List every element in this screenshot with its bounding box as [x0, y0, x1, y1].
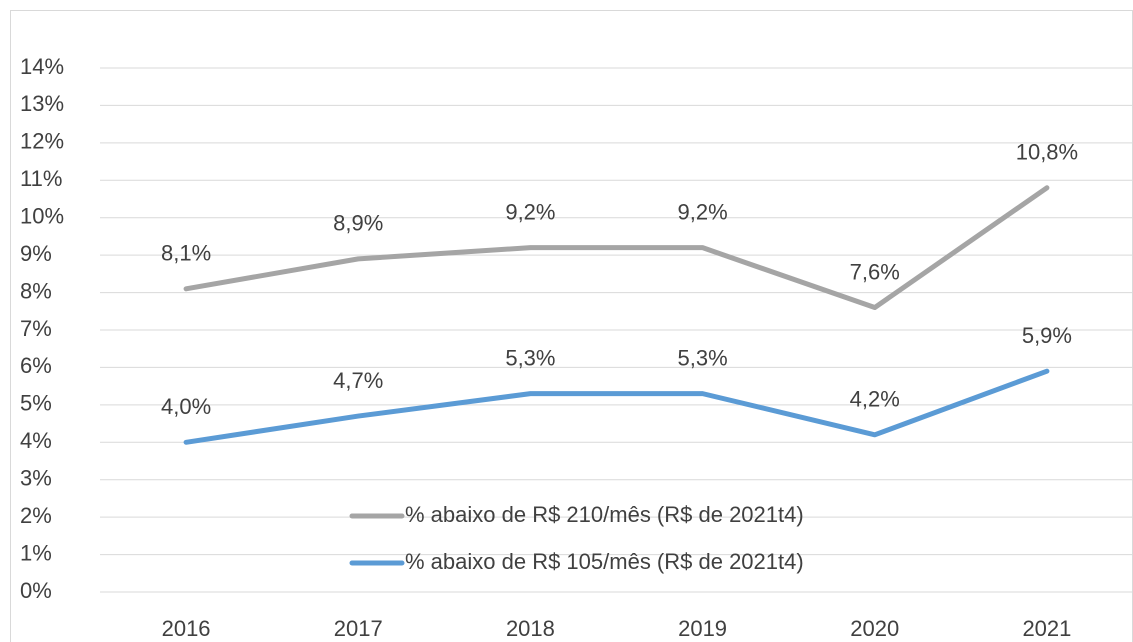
y-tick-label: 0%: [20, 578, 52, 603]
data-label: 8,9%: [333, 211, 383, 236]
legend-label: % abaixo de R$ 105/mês (R$ de 2021t4): [405, 549, 804, 574]
y-tick-label: 2%: [20, 503, 52, 528]
data-label: 5,3%: [505, 345, 555, 370]
y-tick-label: 7%: [20, 316, 52, 341]
y-tick-label: 9%: [20, 241, 52, 266]
y-tick-label: 1%: [20, 540, 52, 565]
x-tick-label: 2018: [506, 616, 555, 641]
y-tick-label: 14%: [20, 54, 64, 79]
data-label: 9,2%: [678, 199, 728, 224]
y-tick-label: 12%: [20, 129, 64, 154]
y-tick-label: 11%: [20, 166, 62, 191]
series-line: [183, 185, 1050, 311]
data-label: 9,2%: [505, 199, 555, 224]
x-tick-label: 2019: [678, 616, 727, 641]
y-tick-label: 4%: [20, 428, 52, 453]
data-label: 8,1%: [161, 241, 211, 266]
x-tick-label: 2020: [850, 616, 899, 641]
x-tick-label: 2016: [162, 616, 211, 641]
y-tick-label: 6%: [20, 353, 52, 378]
data-label: 5,3%: [678, 345, 728, 370]
series-line: [183, 368, 1050, 445]
data-label: 7,6%: [850, 259, 900, 284]
x-tick-label: 2021: [1022, 616, 1071, 641]
data-label: 4,7%: [333, 368, 383, 393]
data-label: 4,0%: [161, 394, 211, 419]
data-label: 10,8%: [1016, 140, 1078, 165]
y-tick-label: 10%: [20, 204, 64, 229]
y-tick-label: 8%: [20, 278, 52, 303]
x-tick-label: 2017: [334, 616, 383, 641]
y-tick-label: 3%: [20, 466, 52, 491]
y-tick-label: 13%: [20, 91, 64, 116]
legend-label: % abaixo de R$ 210/mês (R$ de 2021t4): [405, 502, 804, 527]
data-label: 5,9%: [1022, 323, 1072, 348]
data-label: 4,2%: [850, 387, 900, 412]
y-tick-label: 5%: [20, 391, 52, 416]
